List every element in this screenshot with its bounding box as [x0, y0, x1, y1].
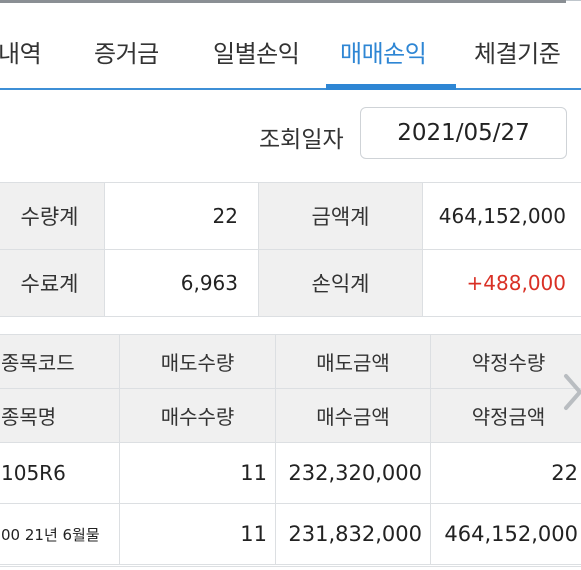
pnl-total-label: 손익계 — [258, 249, 423, 317]
date-label: 조회일자 — [259, 127, 344, 153]
cell-sell-amount: 232,320,000 — [275, 442, 431, 504]
date-field[interactable]: 2021/05/27 — [360, 107, 567, 159]
col-header-sell-qty: 매도수량 — [119, 334, 276, 389]
qty-total-value: 22 — [104, 182, 259, 250]
grid-header-row: 종목명 매수수량 매수금액 약정금액 — [0, 388, 581, 443]
summary-row: 수료계 6,963 손익계 +488,000 — [0, 249, 581, 317]
amount-total-value: 464,152,000 — [422, 182, 581, 250]
cell-contract-amount: 464,152,000 — [430, 503, 581, 565]
top-edge-bar — [0, 0, 566, 3]
qty-total-label: 수량계 — [0, 182, 105, 250]
cell-item-code: 105R6 — [0, 442, 120, 504]
col-header-buy-amount: 매수금액 — [275, 388, 431, 443]
tab-bar: 내역 증거금 일별손익 매매손익 체결기준 — [0, 18, 581, 90]
trade-grid: 종목코드 매도수량 매도금액 약정수량 종목명 매수수량 매수금액 약정금액 1… — [0, 334, 581, 565]
col-header-code: 종목코드 — [0, 334, 120, 389]
bottom-divider — [0, 566, 581, 570]
col-header-name: 종목명 — [0, 388, 120, 443]
table-row[interactable]: 105R6 11 232,320,000 22 — [0, 442, 581, 504]
col-header-sell-amount: 매도금액 — [275, 334, 431, 389]
col-header-contract-qty: 약정수량 — [430, 334, 581, 389]
amount-total-label: 금액계 — [258, 182, 423, 250]
summary-table: 수량계 22 금액계 464,152,000 수료계 6,963 손익계 +48… — [0, 182, 581, 317]
tab-margin[interactable]: 증거금 — [94, 40, 159, 68]
tab-history[interactable]: 내역 — [0, 40, 42, 68]
top-edge — [0, 0, 581, 10]
active-tab-indicator — [326, 84, 456, 90]
grid-header-row: 종목코드 매도수량 매도금액 약정수량 — [0, 334, 581, 389]
tab-daily-pnl[interactable]: 일별손익 — [213, 40, 300, 68]
col-header-contract-amount: 약정금액 — [430, 388, 581, 443]
fee-total-value: 6,963 — [104, 249, 259, 317]
query-row: 조회일자 2021/05/27 — [0, 92, 581, 180]
cell-buy-qty: 11 — [119, 503, 276, 565]
cell-buy-amount: 231,832,000 — [275, 503, 431, 565]
chevron-right-icon[interactable] — [560, 370, 581, 414]
pnl-total-value: +488,000 — [422, 249, 581, 317]
tab-execution-basis[interactable]: 체결기준 — [474, 40, 561, 68]
tab-trade-pnl[interactable]: 매매손익 — [340, 40, 427, 68]
summary-row: 수량계 22 금액계 464,152,000 — [0, 182, 581, 250]
fee-total-label: 수료계 — [0, 249, 105, 317]
cell-contract-qty: 22 — [430, 442, 581, 504]
col-header-buy-qty: 매수수량 — [119, 388, 276, 443]
cell-sell-qty: 11 — [119, 442, 276, 504]
table-row[interactable]: 00 21년 6월물 11 231,832,000 464,152,000 — [0, 503, 581, 565]
cell-item-name: 00 21년 6월물 — [0, 503, 120, 565]
